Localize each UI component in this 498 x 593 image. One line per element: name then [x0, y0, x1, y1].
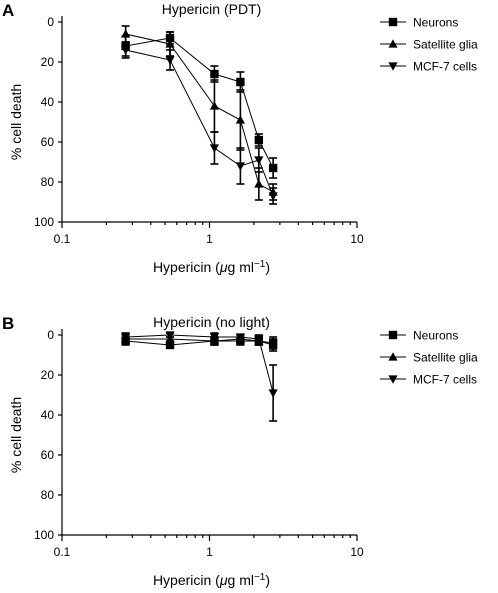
x-axis-label: Hypericin (μg ml−1) [153, 572, 270, 589]
x-axis-label-part: μ [219, 259, 228, 275]
x-axis-label-part: −1 [254, 572, 266, 583]
series-line [125, 33, 274, 193]
y-tick-label: 60 [41, 135, 55, 149]
data-point [235, 333, 246, 342]
legend: Neurons Satellite glia MCF-7 cells [380, 329, 478, 387]
data-point [121, 333, 131, 342]
legend-label: Satellite glia [413, 351, 478, 365]
data-point [268, 192, 278, 201]
x-axis-label-part: Hypericin ( [153, 259, 220, 275]
data-point [268, 163, 278, 173]
y-tick-label: 100 [34, 215, 54, 229]
legend-label: Satellite glia [413, 38, 478, 52]
series-line [125, 49, 274, 197]
data-point [268, 389, 278, 398]
x-tick-label: 0.1 [54, 545, 71, 559]
series-line [125, 340, 274, 346]
y-tick-label: 60 [41, 448, 55, 462]
series-satellite-glia [121, 25, 278, 201]
legend-item: Neurons [380, 329, 458, 343]
panel-label: A [2, 1, 14, 20]
series-mcf-7-cells [121, 331, 278, 422]
x-tick-label: 1 [206, 545, 213, 559]
data-point [121, 46, 131, 55]
legend-label: Neurons [413, 329, 458, 343]
y-tick-label: 40 [41, 95, 55, 109]
y-tick-label: 0 [47, 328, 54, 342]
y-tick-label: 80 [41, 488, 55, 502]
data-point [254, 179, 264, 188]
data-point [236, 77, 245, 87]
x-axis-label: Hypericin (μg ml−1) [153, 259, 270, 276]
y-tick-label: 20 [41, 368, 55, 382]
data-point [268, 340, 278, 349]
chart-title: Hypericin (no light) [153, 314, 270, 330]
x-tick-label: 10 [350, 232, 364, 246]
y-axis-label: % cell death [8, 397, 24, 473]
series-line [125, 334, 274, 394]
legend-label: MCF-7 cells [413, 373, 477, 387]
data-point [235, 115, 246, 124]
legend-item: Satellite glia [380, 38, 478, 52]
series-line [125, 37, 274, 169]
legend-marker [388, 375, 398, 384]
data-point [165, 39, 175, 48]
y-tick-label: 100 [34, 528, 54, 542]
data-point [209, 101, 220, 110]
y-tick-label: 40 [41, 408, 55, 422]
x-axis-label-part: ) [265, 259, 270, 275]
x-axis-label-part: −1 [254, 259, 266, 270]
data-point [254, 335, 264, 344]
y-tick-label: 20 [41, 55, 55, 69]
x-axis-label-part: ) [265, 572, 270, 588]
legend-marker [388, 330, 398, 340]
legend-marker [388, 17, 398, 27]
series-mcf-7-cells [121, 41, 278, 205]
data-point [210, 69, 219, 79]
data-point [209, 144, 220, 153]
legend-item: MCF-7 cells [380, 373, 477, 387]
legend-label: Neurons [413, 16, 458, 30]
legend-marker [388, 352, 398, 361]
legend-label: MCF-7 cells [413, 60, 477, 74]
data-point [165, 340, 175, 350]
data-point [165, 331, 175, 340]
x-axis-label-part: Hypericin ( [153, 572, 220, 588]
legend: Neurons Satellite glia MCF-7 cells [380, 16, 478, 74]
x-tick-label: 1 [206, 232, 213, 246]
data-point [121, 29, 131, 38]
legend-marker [388, 39, 398, 48]
y-axis-label: % cell death [8, 84, 24, 160]
legend-item: Neurons [380, 16, 458, 30]
x-axis-label-part: g ml [228, 572, 254, 588]
data-point [235, 162, 246, 171]
data-point [209, 333, 220, 342]
legend-item: Satellite glia [380, 351, 478, 365]
chart-title: Hypericin (PDT) [162, 1, 262, 17]
y-tick-label: 0 [47, 15, 54, 29]
y-tick-label: 80 [41, 175, 55, 189]
x-tick-label: 0.1 [54, 232, 71, 246]
legend-item: MCF-7 cells [380, 60, 477, 74]
x-axis-label-part: g ml [228, 259, 254, 275]
data-point [254, 135, 264, 145]
x-axis-label-part: μ [219, 572, 228, 588]
x-tick-label: 10 [350, 545, 364, 559]
data-point [165, 56, 175, 65]
data-point [254, 156, 264, 165]
legend-marker [388, 62, 398, 71]
panel-label: B [2, 314, 14, 333]
